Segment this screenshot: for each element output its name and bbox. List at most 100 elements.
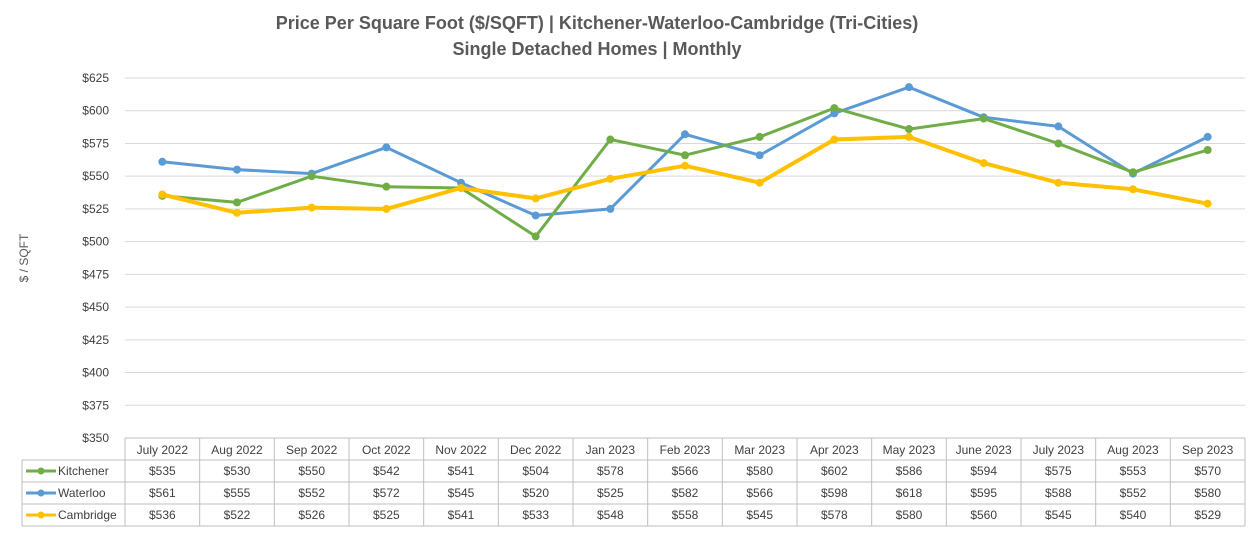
x-tick-label: June 2023 [956,443,1012,457]
table-cell: $530 [224,464,251,478]
data-point-cambridge [382,204,391,213]
legend-label-kitchener: Kitchener [58,464,109,478]
data-point-kitchener [1129,168,1137,177]
table-cell: $504 [522,464,549,478]
y-tick-label: $575 [82,136,109,150]
x-tick-label: Apr 2023 [810,443,859,457]
table-cell: $580 [746,464,773,478]
y-tick-label: $500 [82,235,109,249]
data-point-waterloo [1203,132,1212,141]
data-point-cambridge [531,194,540,203]
table-cell: $598 [821,486,848,500]
table-cell: $578 [597,464,624,478]
table-cell: $533 [522,508,549,522]
data-point-kitchener [382,182,391,191]
legend-key-marker [37,467,45,475]
table-cell: $535 [149,464,176,478]
data-table: July 2022 Aug 2022 Sep 2022 Oct 2022 Nov 202… [21,437,1246,527]
data-point-kitchener [905,125,913,134]
data-point-cambridge [457,183,465,192]
legend-label-cambridge: Cambridge [58,508,117,522]
table-cell: $548 [597,508,624,522]
data-point-kitchener [233,198,241,207]
table-cell: $545 [746,508,773,522]
y-tick-label: $550 [82,169,109,183]
y-tick-label: $350 [82,431,109,445]
data-point-waterloo [905,83,913,92]
table-cell: $553 [1120,464,1147,478]
data-point-cambridge [979,159,988,168]
data-point-kitchener [1054,139,1063,148]
table-cell: $529 [1194,508,1221,522]
data-point-waterloo [606,204,615,213]
y-tick-label: $625 [82,71,109,85]
table-cell: $561 [149,486,176,500]
data-point-kitchener [531,232,540,241]
table-cell: $541 [448,508,475,522]
table-cell: $570 [1194,464,1221,478]
x-tick-label: Nov 2022 [435,443,487,457]
x-tick-label: Oct 2022 [362,443,411,457]
chart-title: Price Per Square Foot ($/SQFT) | Kitchen… [276,13,918,33]
y-axis-label: $ / SQFT [17,233,31,282]
legend-key-marker [37,489,45,497]
table-cell: $566 [746,486,773,500]
table-cell: $542 [373,464,400,478]
table-cell: $550 [298,464,325,478]
table-cell: $540 [1120,508,1147,522]
data-point-cambridge [1129,185,1137,194]
y-tick-label: $600 [82,104,109,118]
x-tick-label: July 2022 [137,443,189,457]
table-cell: $582 [672,486,699,500]
data-point-waterloo [158,157,167,166]
data-point-kitchener [755,132,764,141]
table-cell: $566 [672,464,699,478]
x-tick-label: Sep 2022 [286,443,338,457]
table-cell: $525 [597,486,624,500]
data-point-waterloo [681,130,689,139]
data-point-cambridge [233,208,241,217]
legend-key-marker [37,511,45,519]
table-cell: $558 [672,508,699,522]
table-cell: $552 [298,486,325,500]
x-tick-label: Mar 2023 [734,443,785,457]
series-line-cambridge [160,134,1210,215]
data-point-cambridge [158,190,167,199]
table-cell: $602 [821,464,848,478]
y-axis-ticks: $350 $375 $400 $425 $450 $475 $500 $525 $550 $575… [82,71,109,445]
y-tick-label: $525 [82,202,109,216]
table-cell: $525 [373,508,400,522]
data-point-waterloo [382,143,391,152]
data-point-cambridge [830,135,839,144]
x-tick-label: Dec 2022 [510,443,562,457]
x-tick-label: Feb 2023 [660,443,711,457]
table-cell: $545 [1045,508,1072,522]
table-cell: $555 [224,486,251,500]
table-cell: $545 [448,486,475,500]
data-point-waterloo [233,165,241,174]
table-cell: $526 [298,508,325,522]
legend-label-waterloo: Waterloo [58,486,106,500]
series-lines [158,83,1212,241]
data-point-cambridge [606,174,615,183]
y-tick-label: $375 [82,398,109,412]
data-point-waterloo [1054,122,1063,131]
data-point-kitchener [979,114,988,123]
table-cell: $594 [970,464,997,478]
data-point-kitchener [1203,146,1212,154]
data-point-cambridge [755,178,764,187]
table-cell: $578 [821,508,848,522]
x-tick-label: Jan 2023 [586,443,636,457]
data-point-cambridge [307,203,316,212]
table-cell: $522 [224,508,251,522]
y-tick-label: $450 [82,300,109,314]
y-tick-label: $425 [82,333,109,347]
data-point-cambridge [1203,199,1212,208]
table-cell: $541 [448,464,475,478]
table-cell: $586 [896,464,923,478]
data-point-cambridge [681,161,689,170]
table-cell: $520 [522,486,549,500]
data-point-waterloo [531,211,540,220]
data-point-kitchener [307,172,316,181]
